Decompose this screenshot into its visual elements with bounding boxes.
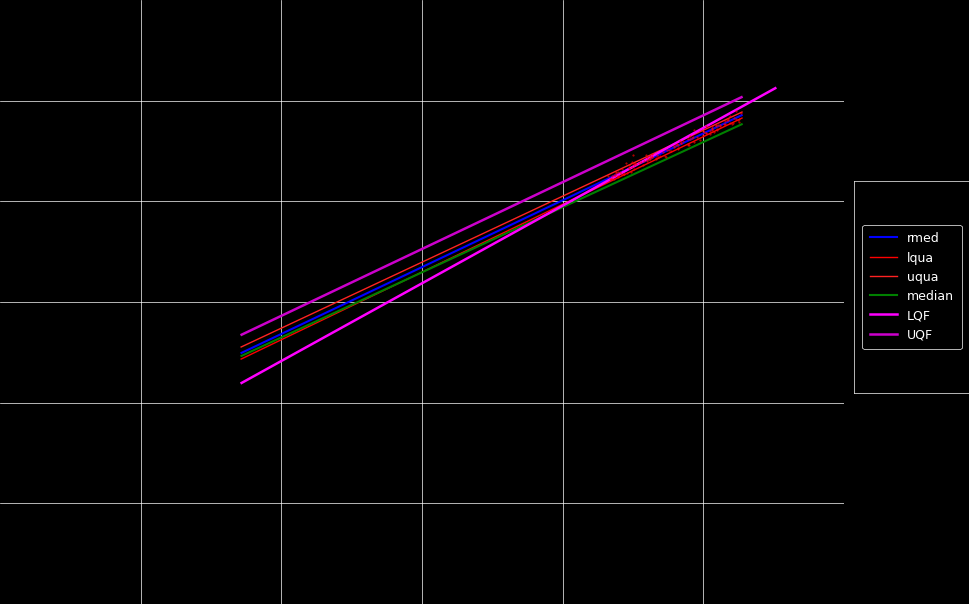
Legend: rmed, lqua, uqua, median, LQF, UQF: rmed, lqua, uqua, median, LQF, UQF	[861, 225, 960, 349]
